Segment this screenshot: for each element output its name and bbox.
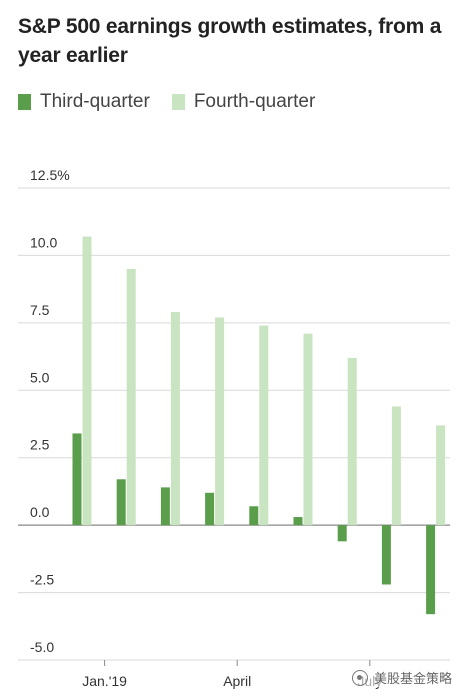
- legend-label-third-quarter: Third-quarter: [40, 91, 150, 112]
- bar-fourth-quarter: [347, 357, 357, 526]
- bar-third-quarter: [381, 525, 391, 585]
- bar-fourth-quarter: [391, 406, 401, 526]
- bar-fourth-quarter: [170, 312, 180, 526]
- bar-third-quarter: [337, 525, 347, 542]
- y-tick-label: 5.0: [30, 369, 50, 385]
- bar-third-quarter: [116, 479, 126, 526]
- bar-third-quarter: [249, 506, 259, 526]
- x-tick-label: April: [223, 673, 251, 689]
- watermark: 美股基金策略: [352, 668, 453, 687]
- legend-item-fourth-quarter: Fourth-quarter: [171, 91, 316, 113]
- bar-third-quarter: [205, 492, 215, 526]
- bar-fourth-quarter: [303, 333, 313, 526]
- legend-item-third-quarter: Third-quarter: [18, 91, 150, 113]
- legend-label-fourth-quarter: Fourth-quarter: [193, 91, 316, 112]
- y-tick-label: -2.5: [30, 572, 54, 588]
- bar-third-quarter: [426, 525, 436, 615]
- bar-fourth-quarter: [215, 317, 225, 526]
- bar-third-quarter: [72, 433, 82, 526]
- legend-swatch-fourth-quarter: [171, 94, 185, 110]
- watermark-text: 美股基金策略: [374, 671, 453, 686]
- wechat-logo-icon: [352, 669, 368, 686]
- legend: Third-quarter Fourth-quarter: [18, 90, 337, 114]
- bar-fourth-quarter: [259, 325, 269, 526]
- y-tick-label: 0.0: [30, 504, 50, 520]
- chart-title: S&P 500 earnings growth estimates, from …: [18, 15, 442, 67]
- bar-third-quarter: [293, 517, 303, 526]
- legend-swatch-third-quarter: [18, 94, 31, 110]
- bar-fourth-quarter: [436, 425, 446, 526]
- y-tick-label: 10.0: [30, 234, 57, 250]
- y-tick-label: 7.5: [30, 302, 50, 318]
- bar-fourth-quarter: [82, 236, 92, 526]
- x-tick-label: Jan.'19: [82, 673, 127, 689]
- y-tick-label: -5.0: [30, 639, 54, 655]
- y-tick-label: 2.5: [30, 437, 50, 453]
- bar-fourth-quarter: [126, 268, 136, 526]
- bar-third-quarter: [160, 487, 170, 526]
- y-tick-label: 12.5%: [30, 167, 70, 183]
